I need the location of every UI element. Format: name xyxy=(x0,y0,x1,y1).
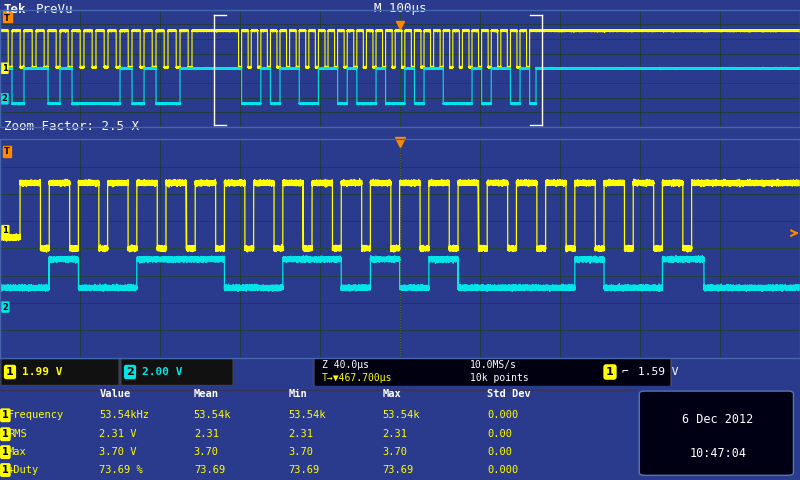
Text: 3.70: 3.70 xyxy=(288,447,313,457)
Text: 2: 2 xyxy=(2,95,7,103)
Text: M 100μs: M 100μs xyxy=(374,2,426,15)
Text: 1: 1 xyxy=(2,447,9,457)
Text: 53.54k: 53.54k xyxy=(288,410,326,420)
Text: RMS: RMS xyxy=(8,429,26,439)
FancyBboxPatch shape xyxy=(1,359,119,385)
Text: T: T xyxy=(4,11,10,21)
Text: 1: 1 xyxy=(6,367,14,377)
Text: 1: 1 xyxy=(606,367,614,377)
Text: Std Dev: Std Dev xyxy=(487,389,530,399)
FancyBboxPatch shape xyxy=(121,359,233,385)
Text: 1: 1 xyxy=(2,64,7,73)
Text: T: T xyxy=(4,14,10,24)
Text: Mean: Mean xyxy=(194,389,218,399)
Text: 3.70: 3.70 xyxy=(382,447,407,457)
Text: Zoom Factor: 2.5 X: Zoom Factor: 2.5 X xyxy=(4,120,139,132)
Text: 10k points: 10k points xyxy=(470,373,529,383)
Text: 3.70: 3.70 xyxy=(194,447,218,457)
Text: 0.000: 0.000 xyxy=(487,465,518,475)
Text: Frequency: Frequency xyxy=(8,410,64,420)
Text: T→▼467.700μs: T→▼467.700μs xyxy=(322,373,393,383)
Text: 1: 1 xyxy=(2,465,9,475)
Text: PreVu: PreVu xyxy=(36,3,74,16)
Text: Max: Max xyxy=(382,389,402,399)
Text: 6 Dec 2012: 6 Dec 2012 xyxy=(682,413,754,426)
Text: 2.31: 2.31 xyxy=(288,429,313,439)
Text: 1: 1 xyxy=(2,429,9,439)
Text: ⌐: ⌐ xyxy=(622,367,629,377)
Text: 2: 2 xyxy=(126,367,134,377)
Text: 1: 1 xyxy=(2,226,8,235)
Text: 73.69: 73.69 xyxy=(288,465,319,475)
Text: Value: Value xyxy=(99,389,130,399)
Text: 73.69 %: 73.69 % xyxy=(99,465,143,475)
Text: 0.00: 0.00 xyxy=(487,447,512,457)
Text: 2.31: 2.31 xyxy=(194,429,218,439)
Text: 2.31 V: 2.31 V xyxy=(99,429,137,439)
Text: 53.54k: 53.54k xyxy=(382,410,420,420)
FancyBboxPatch shape xyxy=(639,391,794,475)
Text: 73.69: 73.69 xyxy=(194,465,225,475)
FancyBboxPatch shape xyxy=(314,358,671,386)
Text: Z 40.0μs: Z 40.0μs xyxy=(322,360,369,370)
Text: 1: 1 xyxy=(2,410,9,420)
Text: 0.00: 0.00 xyxy=(487,429,512,439)
Text: 1.99 V: 1.99 V xyxy=(22,367,62,377)
Text: 73.69: 73.69 xyxy=(382,465,414,475)
Text: 53.54kHz: 53.54kHz xyxy=(99,410,150,420)
Text: 10.0MS/s: 10.0MS/s xyxy=(470,360,517,370)
Text: 2: 2 xyxy=(2,302,8,312)
Text: 3.70 V: 3.70 V xyxy=(99,447,137,457)
Text: Min: Min xyxy=(288,389,307,399)
Text: Tek: Tek xyxy=(4,3,26,16)
Text: 2.00 V: 2.00 V xyxy=(142,367,182,377)
Text: T: T xyxy=(4,147,10,156)
Text: 10:47:04: 10:47:04 xyxy=(690,447,746,460)
Text: 53.54k: 53.54k xyxy=(194,410,231,420)
Text: Max: Max xyxy=(8,447,26,457)
Text: +Duty: +Duty xyxy=(8,465,39,475)
Text: 1.59 V: 1.59 V xyxy=(638,367,678,377)
Text: 2.31: 2.31 xyxy=(382,429,407,439)
Text: 0.000: 0.000 xyxy=(487,410,518,420)
